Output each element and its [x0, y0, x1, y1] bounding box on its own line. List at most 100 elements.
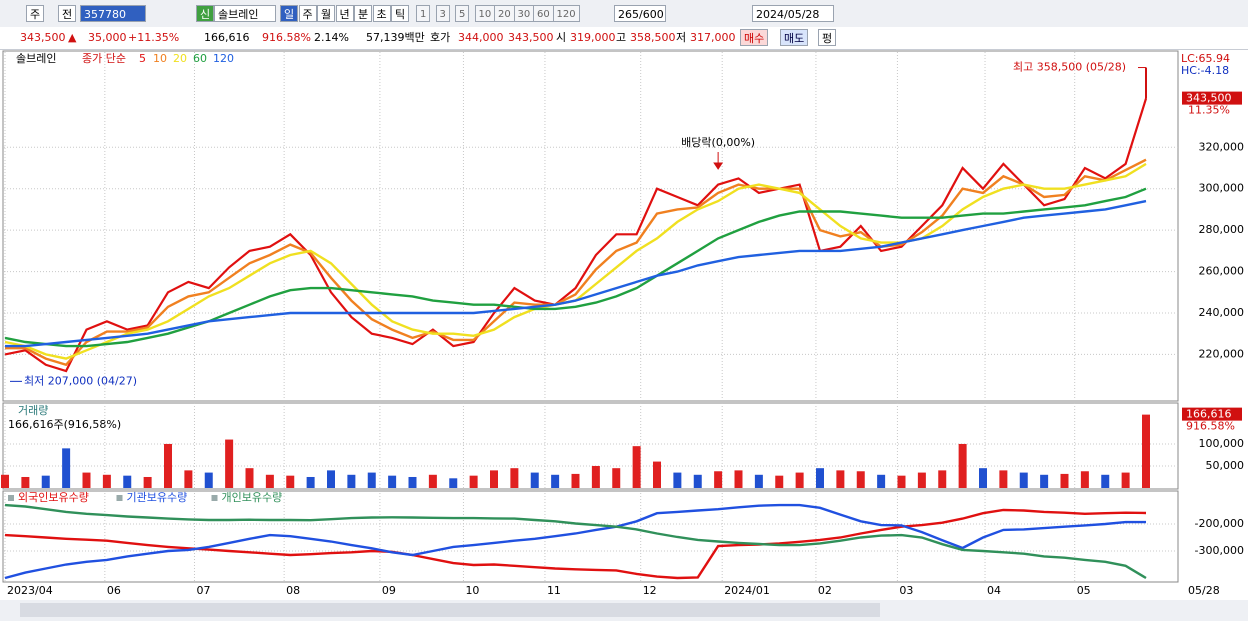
period-button[interactable]: 년	[335, 5, 354, 22]
y-tick-label: 280,000	[1199, 223, 1245, 236]
y-tick-label: -300,000	[1195, 544, 1244, 557]
low-label: 최저 207,000 (04/27)	[24, 374, 137, 387]
volume-bar	[591, 465, 600, 488]
series-line	[5, 158, 1147, 367]
x-tick-label: 03	[899, 584, 913, 597]
y-tick-label: 220,000	[1199, 347, 1245, 360]
period-button[interactable]: 틱	[391, 5, 410, 22]
interval-button[interactable]: 30	[513, 5, 535, 22]
volume-bar	[1, 474, 9, 488]
series-line	[4, 98, 1148, 373]
interval-button[interactable]: 120	[552, 5, 580, 22]
interval-button[interactable]: 3	[435, 5, 450, 22]
interval-button[interactable]: 20	[494, 5, 515, 22]
volume-bar	[388, 475, 397, 488]
volume-bar	[551, 474, 560, 488]
interval-button[interactable]: 10	[474, 5, 496, 22]
end-date: 05/28	[1188, 584, 1220, 597]
volume-bar	[245, 468, 254, 488]
volume-bar	[21, 476, 30, 488]
current-box	[1182, 407, 1242, 421]
series-line	[4, 187, 1147, 348]
annotation: 배당락(0,00%)	[681, 136, 755, 149]
period-button[interactable]: 일	[280, 5, 299, 22]
low-label: 저	[676, 31, 687, 44]
volume-bar	[877, 474, 886, 488]
x-tick-label: 10	[465, 584, 479, 597]
buy-button[interactable]: 매수	[740, 29, 769, 46]
volume-bar	[1019, 472, 1028, 488]
volume-bar	[1060, 473, 1069, 488]
volume-bar	[449, 478, 458, 488]
x-tick-label: 08	[286, 584, 300, 597]
volume-bar	[754, 474, 763, 488]
volume-bar	[897, 475, 906, 488]
open: 319,000	[570, 31, 616, 44]
turnover: 2.14%	[314, 31, 349, 44]
volume-bar	[856, 471, 865, 488]
volume-bar	[673, 472, 682, 488]
price-panel	[2, 50, 1179, 402]
x-tick-label: 2024/01	[724, 584, 770, 597]
high-label: 고	[616, 31, 627, 44]
period-button[interactable]: 월	[317, 5, 336, 22]
series-line	[4, 503, 1147, 580]
volume-bar	[530, 472, 539, 488]
y-tick-label: 300,000	[1199, 182, 1245, 195]
legend-item: 5	[139, 52, 146, 65]
volume-bar	[1142, 414, 1150, 488]
price: 343,500	[20, 31, 66, 44]
count-max: /600	[639, 8, 664, 21]
low: 317,000	[690, 31, 736, 44]
legend-swatch	[211, 495, 218, 501]
legend-item: 개인보유수량	[222, 491, 283, 504]
volume-bar	[938, 470, 947, 488]
high: 358,500	[630, 31, 676, 44]
volume-bar	[143, 476, 152, 488]
range-select[interactable]: 전	[58, 5, 77, 22]
volume-bar	[795, 472, 804, 488]
tag: 신	[196, 5, 215, 22]
interval-button[interactable]: 5	[455, 5, 470, 22]
period-button[interactable]: 초	[372, 5, 391, 22]
volume-bar	[306, 476, 315, 488]
period-button[interactable]: 분	[354, 5, 373, 22]
flat-button[interactable]: 펑	[818, 29, 837, 46]
sell-button[interactable]: 매도	[780, 29, 809, 46]
date-input[interactable]: 2024/05/28	[752, 5, 834, 22]
volume-bar	[1121, 472, 1130, 488]
period-button[interactable]: 주	[298, 5, 317, 22]
volume-bar	[917, 472, 926, 488]
legend-title: 종가 단순	[82, 52, 126, 65]
volume: 166,616	[204, 31, 250, 44]
change: 35,000	[88, 31, 127, 44]
legend-item: 외국인보유수량	[18, 491, 89, 504]
rate: +11.35%	[128, 31, 180, 44]
volume-title: 거래량	[18, 404, 48, 417]
volume-bar	[490, 470, 498, 488]
volume-bar	[204, 472, 213, 488]
x-tick-label: 04	[987, 584, 1001, 597]
volume-bar	[571, 473, 580, 488]
x-tick-label: 09	[382, 584, 396, 597]
count: 265	[618, 8, 639, 21]
volume-bar	[1080, 471, 1089, 488]
interval-button[interactable]: 1	[416, 5, 431, 22]
lc: LC:65.94	[1181, 52, 1230, 65]
series-line	[5, 199, 1147, 348]
volume-bar	[367, 472, 376, 488]
volume-bar	[1040, 474, 1049, 488]
high-label: 최고 358,500 (05/28)	[1013, 61, 1126, 74]
market-select[interactable]: 주	[26, 5, 45, 22]
volume-bar	[62, 448, 71, 488]
volume-bar	[41, 475, 50, 488]
code-input[interactable]: 357780	[80, 5, 146, 22]
scroll-thumb[interactable]	[20, 603, 880, 617]
interval-button[interactable]: 60	[533, 5, 554, 22]
legend-item: 20	[173, 52, 187, 65]
volume-bar	[1101, 474, 1110, 488]
volume-bar	[693, 474, 702, 488]
volume-bar	[510, 468, 519, 488]
count-input[interactable]: 265/600	[614, 5, 666, 22]
